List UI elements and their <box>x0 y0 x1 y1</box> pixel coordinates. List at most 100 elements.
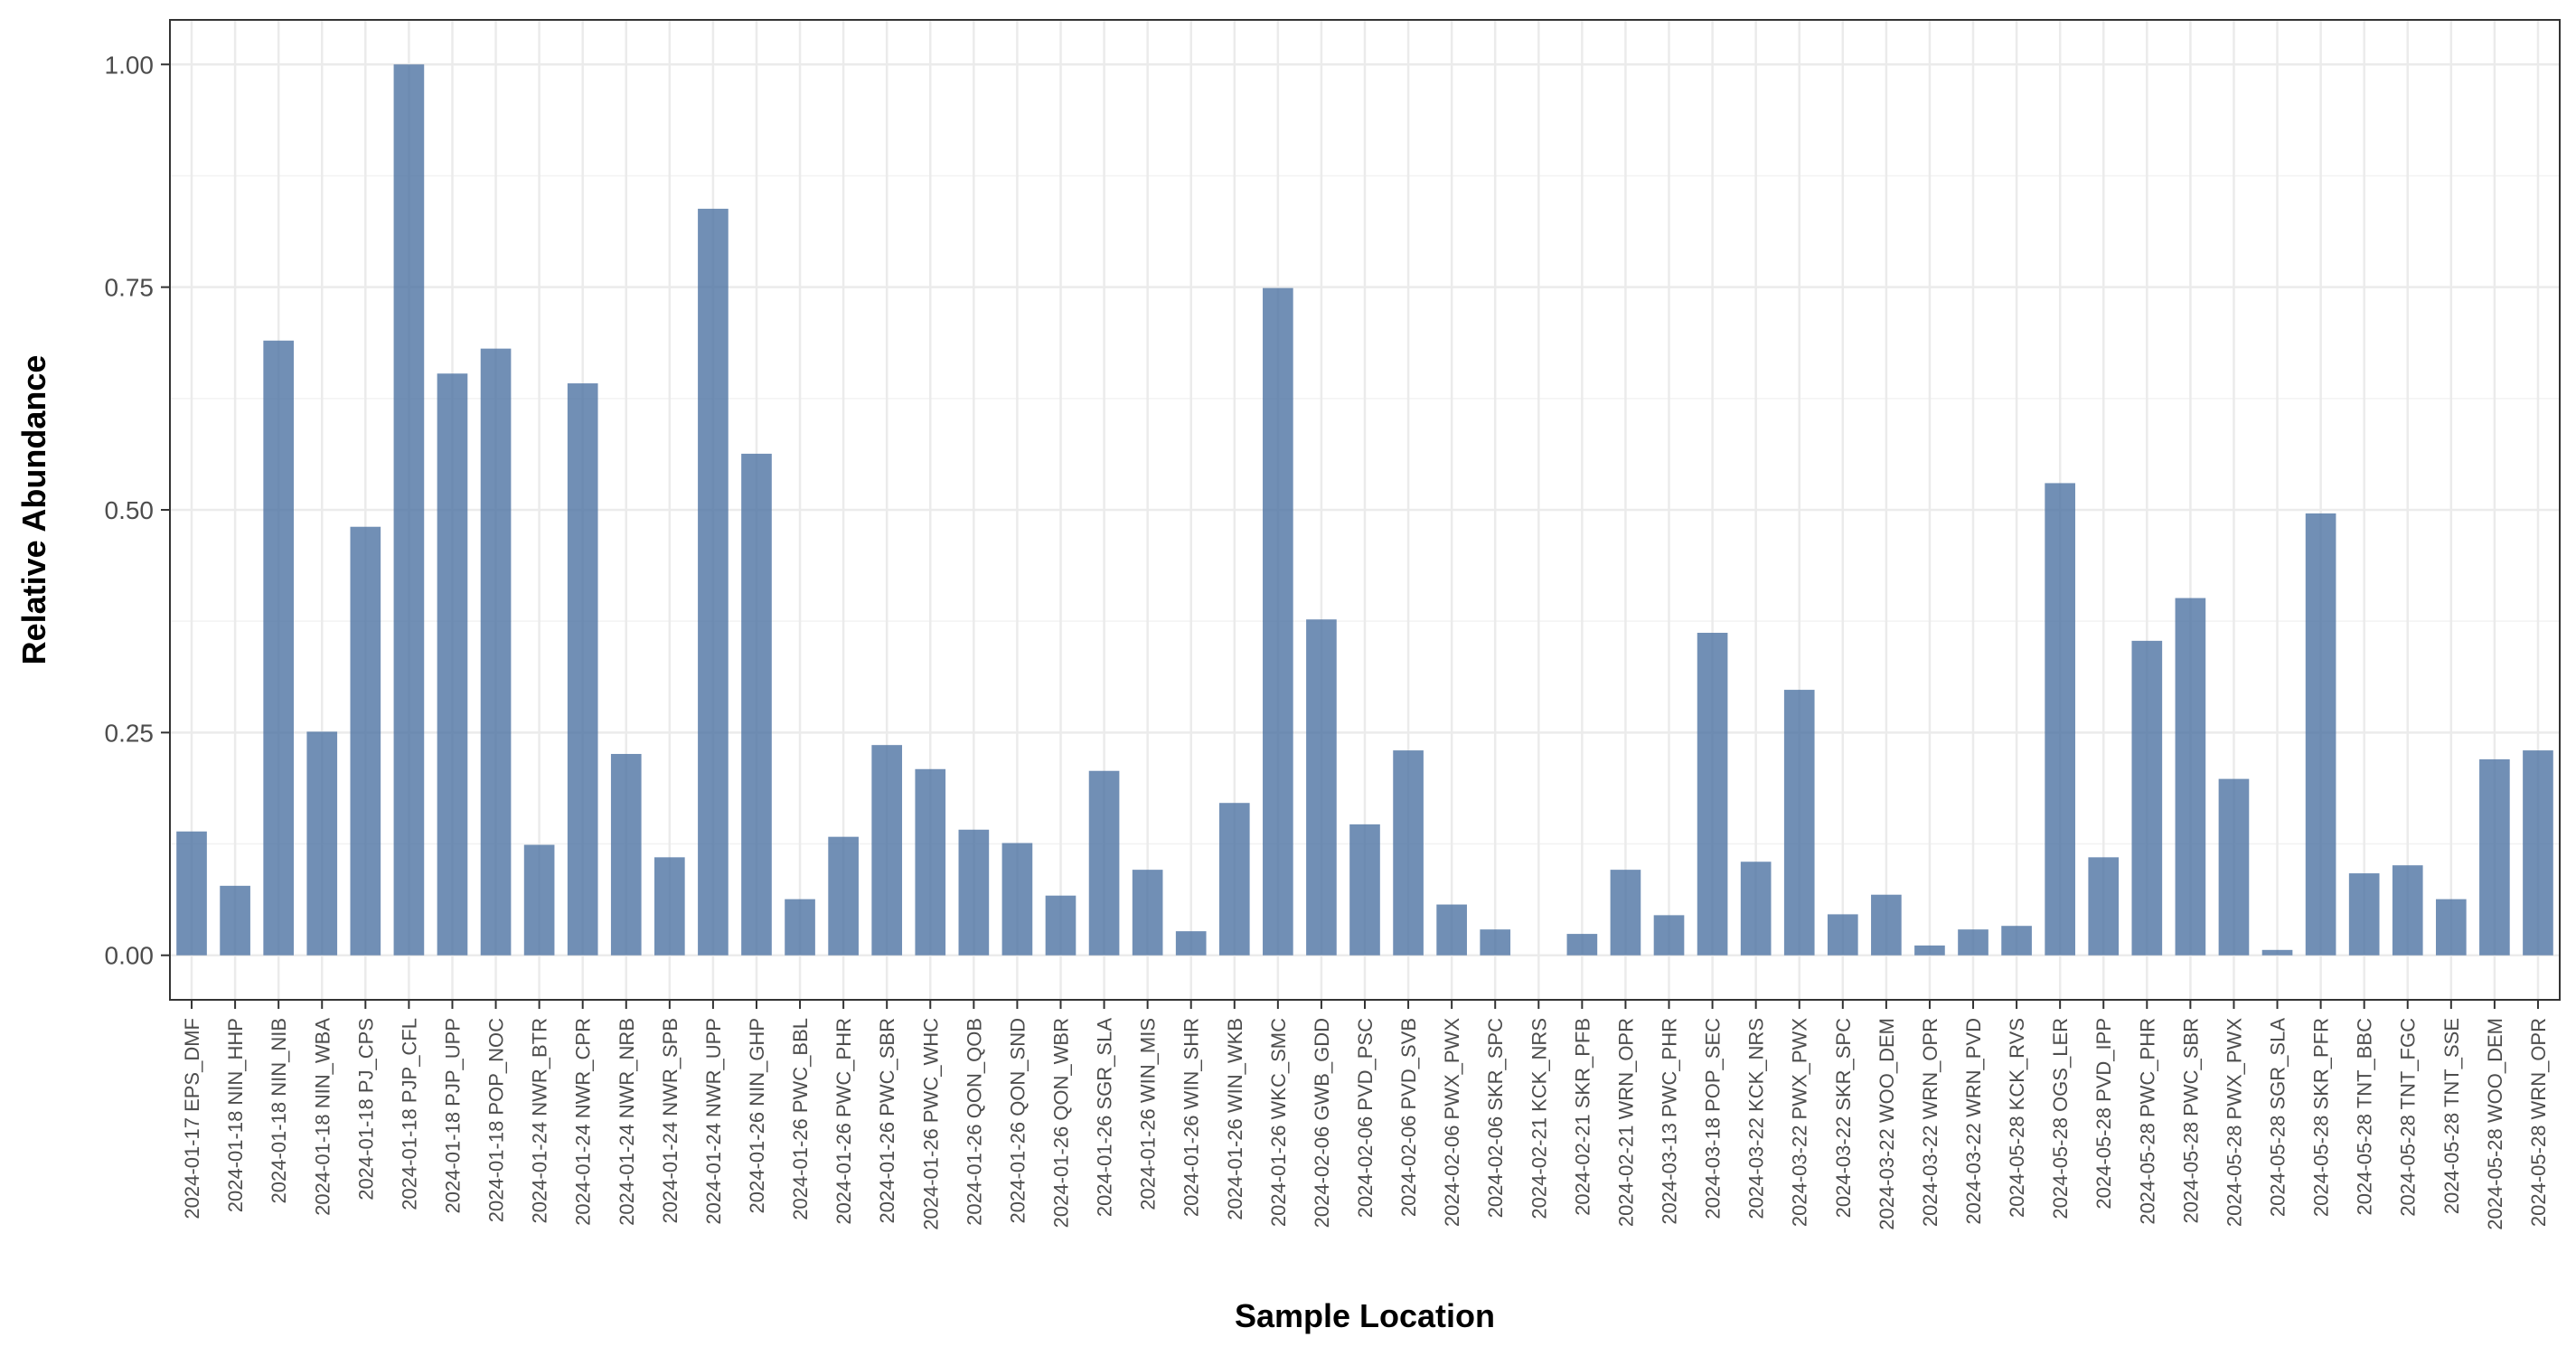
x-tick-label: 2024-01-26 PWC_SBR <box>876 1018 898 1223</box>
x-tick-label: 2024-05-28 SGR_SLA <box>2267 1018 2289 1217</box>
x-tick-label: 2024-01-17 EPS_DMF <box>181 1018 203 1219</box>
x-tick-label: 2024-05-28 WRN_OPR <box>2527 1018 2550 1227</box>
x-tick-label: 2024-02-21 WRN_OPR <box>1614 1018 1637 1227</box>
bar <box>1914 945 1945 956</box>
x-tick-label: 2024-05-28 KCK_RVS <box>2006 1018 2028 1218</box>
bar <box>2261 949 2293 956</box>
y-axis: 0.00 0.25 0.50 0.75 1.00 <box>105 51 170 970</box>
bar <box>1001 843 1033 956</box>
bar <box>393 64 425 956</box>
x-tick-label: 2024-02-06 GWB_GDD <box>1311 1018 1333 1228</box>
x-tick-label: 2024-03-22 PWX_PWX <box>1789 1018 1811 1227</box>
y-tick-label: 1.00 <box>105 51 155 79</box>
y-tick-label: 0.00 <box>105 942 155 970</box>
x-tick-label: 2024-05-28 TNT_BBC <box>2354 1018 2376 1216</box>
bar <box>915 768 946 956</box>
x-tick-label: 2024-02-06 SKR_SPC <box>1484 1018 1507 1218</box>
bar <box>654 857 685 956</box>
x-tick-label: 2024-03-22 KCK_NRS <box>1745 1018 1768 1219</box>
bar <box>437 373 468 956</box>
x-tick-label: 2024-01-24 NWR_SPB <box>659 1018 682 1223</box>
x-tick-label: 2024-01-24 NWR_BTR <box>529 1018 551 1223</box>
bar <box>2131 640 2163 956</box>
bar <box>1436 904 1467 956</box>
bar <box>480 348 512 956</box>
x-tick-label: 2024-01-24 NWR_CPR <box>572 1018 595 1226</box>
bar <box>1175 931 1207 956</box>
x-axis: 2024-01-17 EPS_DMF 2024-01-18 NIN_HHP 2024… <box>181 1000 2550 1230</box>
x-tick-label: 2024-03-22 WRN_PVD <box>1962 1018 1985 1225</box>
x-tick-label: 2024-01-26 NIN_GHP <box>746 1018 768 1213</box>
x-tick-label: 2024-02-21 KCK_NRS <box>1528 1018 1550 1219</box>
x-tick-label: 2024-05-28 TNT_SSE <box>2440 1018 2463 1214</box>
x-tick-label: 2024-01-26 QON_QOB <box>963 1018 985 1226</box>
bar <box>610 754 642 956</box>
x-tick-label: 2024-03-22 WRN_OPR <box>1919 1018 1941 1227</box>
bar <box>263 340 295 956</box>
x-tick-label: 2024-01-18 PJP_UPP <box>441 1018 464 1213</box>
bar <box>1740 862 1772 956</box>
x-tick-label: 2024-01-26 PWC_PHR <box>832 1018 855 1225</box>
x-tick-label: 2024-05-28 PWC_SBR <box>2179 1018 2202 1223</box>
x-tick-label: 2024-03-13 PWC_PHR <box>1659 1018 1681 1225</box>
bar <box>741 453 772 956</box>
x-tick-label: 2024-01-18 NIN_NIB <box>268 1018 290 1203</box>
bar <box>1480 929 1511 956</box>
y-tick-label: 0.25 <box>105 719 155 747</box>
bar <box>1653 915 1685 956</box>
bar <box>1349 824 1380 956</box>
bar <box>523 844 555 956</box>
x-tick-label: 2024-02-21 SKR_PFB <box>1571 1018 1594 1216</box>
bar <box>2435 899 2467 956</box>
plot-panel-border <box>169 19 2561 1001</box>
x-tick-label: 2024-01-18 PJP_CFL <box>398 1018 420 1210</box>
bar <box>1783 690 1815 956</box>
x-tick-label: 2024-03-22 WOO_DEM <box>1876 1018 1898 1230</box>
bar <box>2348 873 2380 956</box>
x-tick-label: 2024-01-18 NIN_HHP <box>224 1018 247 1212</box>
x-tick-label: 2024-01-26 PWC_WHC <box>919 1018 942 1230</box>
x-tick-label: 2024-05-28 PWX_PWX <box>2223 1018 2245 1227</box>
y-axis-title: Relative Abundance <box>15 355 52 665</box>
x-tick-label: 2024-03-22 SKR_SPC <box>1832 1018 1855 1218</box>
bar <box>2218 778 2250 956</box>
x-tick-label: 2024-01-26 SGR_SLA <box>1094 1018 1116 1217</box>
bar <box>2479 758 2510 956</box>
y-tick-label: 0.75 <box>105 274 155 302</box>
bar <box>1871 894 1902 956</box>
x-tick-label: 2024-01-26 WKC_SMC <box>1267 1018 1290 1227</box>
x-tick-label: 2024-02-06 PWX_PWX <box>1441 1018 1463 1227</box>
y-tick-label: 0.50 <box>105 496 155 524</box>
x-tick-label: 2024-01-24 NWR_NRB <box>616 1018 638 1226</box>
bar <box>2392 865 2423 956</box>
x-tick-label: 2024-01-24 NWR_UPP <box>702 1018 725 1225</box>
x-tick-label: 2024-02-06 PVD_PSC <box>1354 1018 1377 1218</box>
x-tick-label: 2024-01-26 QON_SND <box>1006 1018 1029 1223</box>
x-tick-label: 2024-01-18 NIN_WBA <box>311 1018 334 1216</box>
bar <box>2175 598 2206 956</box>
bar <box>220 885 250 956</box>
bar <box>2523 750 2553 956</box>
bar <box>2001 926 2032 956</box>
bar <box>2305 513 2336 956</box>
x-tick-label: 2024-03-18 POP_SEC <box>1702 1018 1725 1219</box>
bar <box>176 831 207 956</box>
x-tick-label: 2024-01-26 WIN_WKB <box>1224 1018 1246 1220</box>
bar <box>871 745 903 956</box>
bar <box>958 829 990 956</box>
x-tick-label: 2024-01-26 QON_WBR <box>1049 1018 1072 1228</box>
bar <box>2045 483 2075 956</box>
bar <box>306 731 338 956</box>
x-tick-label: 2024-05-28 OGS_LER <box>2049 1018 2072 1219</box>
bars <box>176 64 2553 956</box>
x-tick-label: 2024-02-06 PVD_SVB <box>1397 1018 1420 1217</box>
bar <box>1132 870 1163 956</box>
bar <box>1393 750 1424 956</box>
bar <box>1697 632 1728 956</box>
bar <box>828 836 859 956</box>
x-axis-title: Sample Location <box>1235 1297 1495 1334</box>
bar <box>2088 857 2120 956</box>
x-tick-label: 2024-05-28 WOO_DEM <box>2484 1018 2506 1230</box>
bar <box>1958 929 1988 956</box>
